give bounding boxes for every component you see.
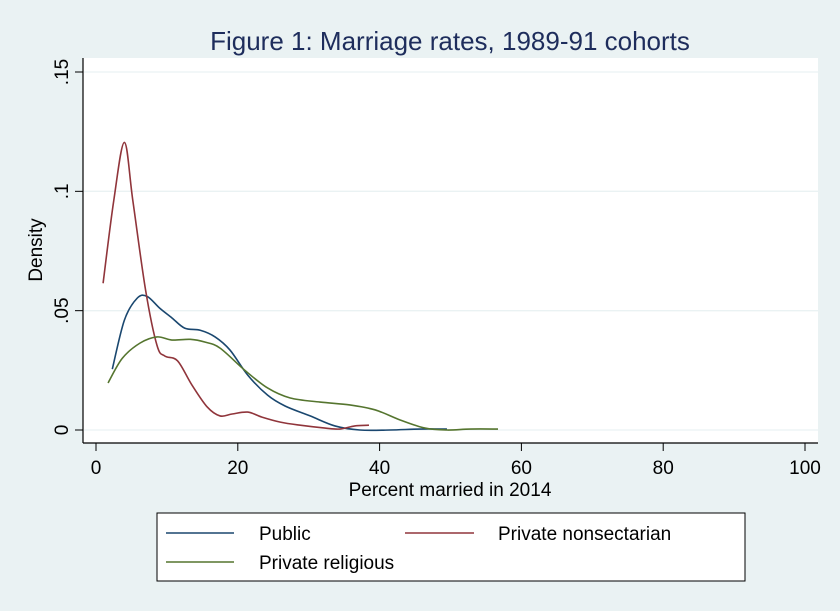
series-line-private-nonsectarian (102, 141, 370, 430)
y-tick-label: 0 (52, 425, 73, 436)
y-tick-label: .05 (52, 297, 73, 323)
y-axis-title: Density (26, 218, 47, 282)
legend-label-public: Public (259, 524, 311, 545)
legend-label-private-religious: Private religious (259, 553, 394, 574)
x-tick-label: 20 (227, 458, 248, 479)
series-lines (102, 141, 499, 432)
x-ticks: 0 20 40 60 80 100 (91, 443, 821, 479)
series-line-private-religious (107, 336, 499, 431)
legend-box (156, 512, 746, 582)
legend: Public Private nonsectarian Private reli… (156, 512, 746, 582)
legend-label-private-nonsectarian: Private nonsectarian (498, 524, 671, 545)
y-tick-label: .15 (52, 59, 73, 85)
x-axis-title: Percent married in 2014 (349, 480, 552, 501)
x-tick-label: 100 (789, 458, 821, 479)
chart-title: Figure 1: Marriage rates, 1989-91 cohort… (210, 26, 690, 56)
x-tick-label: 60 (511, 458, 532, 479)
x-tick-label: 0 (91, 458, 102, 479)
plot-area (83, 58, 818, 443)
x-tick-label: 40 (369, 458, 390, 479)
x-tick-label: 80 (653, 458, 674, 479)
y-ticks: 0 .05 .1 .15 (52, 59, 83, 436)
y-tick-label: .1 (52, 183, 73, 199)
